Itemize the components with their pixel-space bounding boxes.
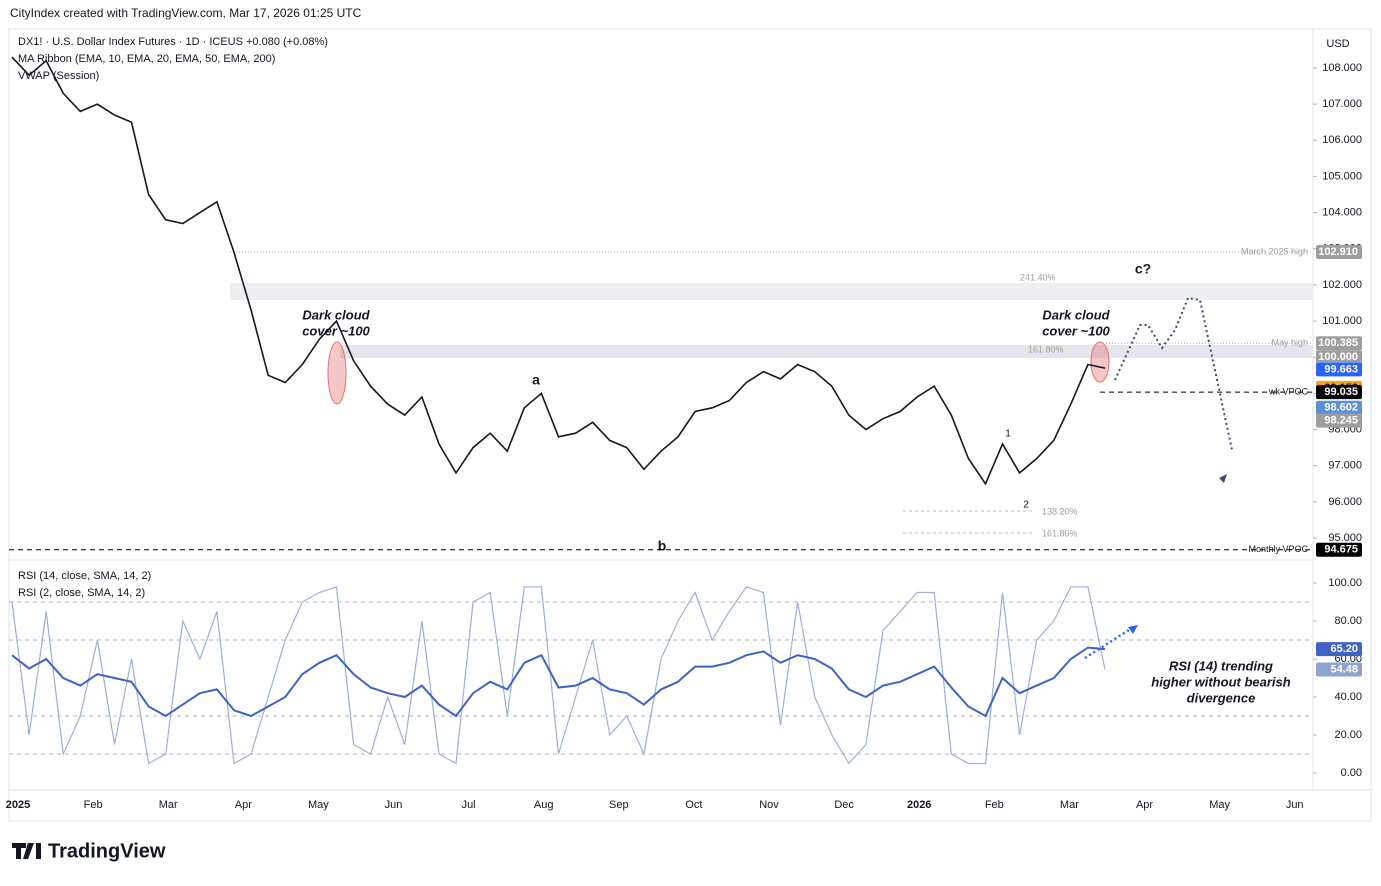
price-label-box [1316, 542, 1362, 557]
x-tick-label: Apr [1136, 799, 1153, 811]
resistance-zone [230, 283, 1313, 300]
y-tick-label: 106.000 [1322, 134, 1362, 146]
y-tick-label: 97.000 [1328, 460, 1362, 472]
annotation: RSI (14) trending [1169, 658, 1273, 673]
credit: CityIndex created with TradingView.com, … [10, 6, 362, 20]
highlight [1090, 341, 1110, 383]
y-tick-label: 105.000 [1322, 170, 1362, 182]
level-note: March 2025 high [1241, 246, 1308, 256]
x-tick-label: Feb [84, 799, 103, 811]
x-tick-label: Jun [385, 799, 403, 811]
wave-label: c? [1135, 261, 1151, 277]
legend-line: RSI (14, close, SMA, 14, 2) [18, 570, 151, 582]
legend-line: RSI (2, close, SMA, 14, 2) [18, 587, 145, 599]
rsi-arrow [1084, 626, 1133, 660]
logo [12, 843, 41, 859]
y-tick-label: 101.000 [1322, 315, 1362, 327]
projection-path [1114, 296, 1233, 451]
wave-label: 2 [1023, 500, 1029, 511]
y-tick-label: 104.000 [1322, 207, 1362, 219]
legend-line: MA Ribbon (EMA, 10, EMA, 20, EMA, 50, EM… [18, 53, 275, 65]
y-tick-label: 0.00 [1341, 767, 1362, 779]
annotation: divergence [1187, 690, 1256, 705]
x-tick-label: Dec [834, 799, 854, 811]
level-note: Monthly VPOC [1248, 544, 1308, 554]
resistance-zone [340, 345, 1313, 358]
series-line [11, 56, 1106, 486]
price-label: 94.675 [1324, 544, 1358, 556]
x-tick-label: Feb [985, 799, 1004, 811]
y-tick-label: 108.000 [1322, 62, 1362, 74]
x-tick-label: 2025 [6, 799, 30, 811]
price-label: 98.602 [1324, 402, 1358, 414]
annotation: Dark cloud [302, 307, 370, 322]
fib-label: 241.40% [1020, 272, 1056, 282]
price-label: 98.245 [1324, 415, 1358, 427]
y-tick-label: 20.00 [1334, 729, 1362, 741]
legend-line: VWAP (Session) [18, 70, 99, 82]
series-line [11, 646, 1106, 718]
y-tick-label: 100.00 [1328, 577, 1362, 589]
price-label: 100.000 [1318, 351, 1358, 363]
brand-name: TradingView [48, 840, 166, 862]
brand: TradingView [12, 840, 166, 862]
annotation: cover ~100 [1042, 323, 1110, 338]
price-label: 54.48 [1330, 663, 1358, 675]
y-tick-label: 95.000 [1328, 532, 1362, 544]
x-tick-label: Mar [159, 799, 178, 811]
price-label-box [1316, 400, 1362, 415]
y-tick-label: 40.00 [1334, 691, 1362, 703]
price-label: 65.20 [1330, 643, 1358, 655]
arrow-head [1128, 625, 1138, 634]
arrow-head [1219, 474, 1227, 483]
annotation: higher without bearish [1151, 674, 1290, 689]
wave-label: b [658, 538, 667, 554]
price-label-box [1316, 245, 1362, 260]
level-note: May high [1271, 338, 1308, 348]
level-note: wk VPOC [1268, 386, 1309, 396]
x-tick-label: May [308, 799, 329, 811]
fib-label: 161.80% [1042, 528, 1078, 538]
price-label-box [1316, 336, 1362, 351]
highlight [327, 341, 347, 405]
annotation: Dark cloud [1042, 307, 1110, 322]
x-tick-label: Mar [1060, 799, 1079, 811]
x-tick-label: Aug [534, 799, 554, 811]
price-label-box [1316, 350, 1362, 365]
x-tick-label: Jun [1286, 799, 1304, 811]
x-tick-label: May [1209, 799, 1230, 811]
wave-label: 1 [1005, 429, 1011, 440]
y-tick-label: 96.000 [1328, 496, 1362, 508]
x-tick-label: Sep [609, 799, 629, 811]
series-line [11, 585, 1106, 765]
frame [8, 28, 1372, 822]
price-label-box [1316, 662, 1362, 677]
price-label-box [1316, 642, 1362, 657]
x-tick-label: 2026 [907, 799, 931, 811]
price-label: 102.910 [1318, 246, 1358, 258]
fib-label: 161.80% [1028, 344, 1064, 354]
x-tick-label: Oct [685, 799, 702, 811]
price-label-box [1316, 385, 1362, 400]
y-tick-label: 80.00 [1334, 615, 1362, 627]
wave-label: a [532, 372, 540, 388]
price-label: 99.035 [1324, 386, 1358, 398]
x-tick-label: Apr [235, 799, 252, 811]
fib-label: 138.20% [1042, 506, 1078, 516]
x-tick-label: Nov [759, 799, 779, 811]
price-label: 100.385 [1318, 337, 1358, 349]
currency: USD [1326, 38, 1349, 50]
price-label-box [1316, 362, 1362, 377]
price-label-box [1316, 413, 1362, 428]
legend-line: DX1! · U.S. Dollar Index Futures · 1D · … [18, 36, 328, 48]
annotation: cover ~100 [302, 323, 370, 338]
price-label: 99.663 [1324, 363, 1358, 375]
y-tick-label: 107.000 [1322, 98, 1362, 110]
y-tick-label: 102.000 [1322, 279, 1362, 291]
x-tick-label: Jul [462, 799, 476, 811]
